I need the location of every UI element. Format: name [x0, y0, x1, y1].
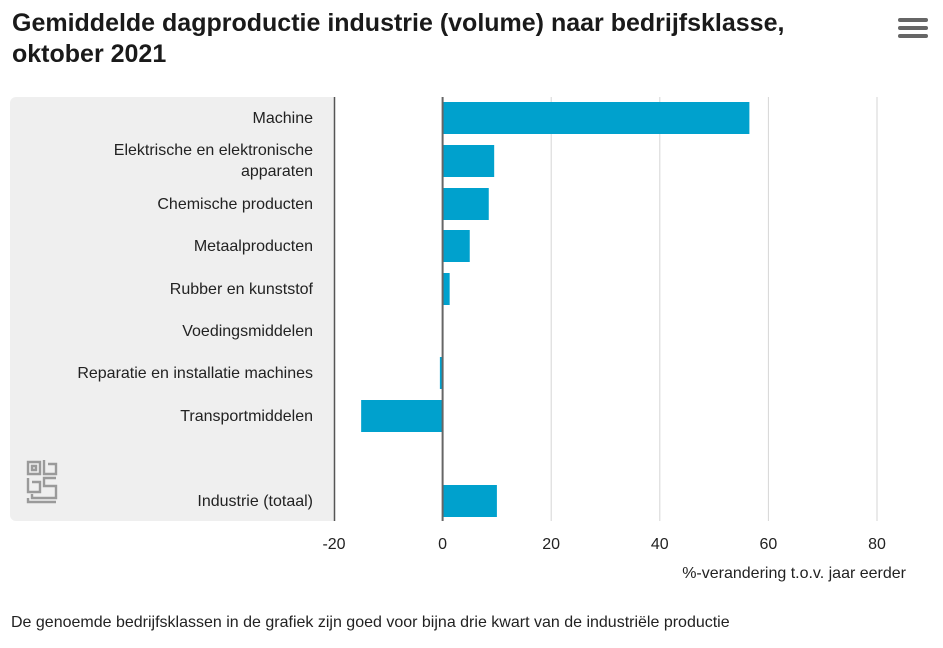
- category-label-6: Reparatie en installatie machines: [77, 364, 313, 382]
- x-tick-label-1: 0: [438, 536, 448, 553]
- bar-9: [442, 485, 497, 517]
- hamburger-menu-icon[interactable]: [898, 18, 928, 42]
- footnote: De genoemde bedrijfsklassen in de grafie…: [11, 614, 730, 631]
- bar-6: [439, 357, 443, 389]
- x-axis-title: %-verandering t.o.v. jaar eerder: [682, 565, 906, 582]
- page-title: Gemiddelde dagproductie industrie (volum…: [12, 9, 785, 68]
- bar-7: [361, 400, 443, 432]
- category-label-7: Transportmiddelen: [180, 407, 313, 425]
- category-label-1: Elektrische en elektronische apparaten: [113, 142, 313, 180]
- category-label-9: Industrie (totaal): [197, 492, 313, 510]
- x-tick-label-4: 60: [759, 536, 778, 553]
- category-label-5: Voedingsmiddelen: [182, 322, 313, 340]
- bar-4: [442, 273, 450, 305]
- bar-0: [442, 102, 750, 134]
- category-label-panel: [10, 97, 334, 521]
- x-tick-label-0: -20: [322, 536, 346, 553]
- category-label-4: Rubber en kunststof: [169, 280, 313, 298]
- x-tick-label-3: 40: [650, 536, 669, 553]
- bar-1: [442, 145, 495, 177]
- x-tick-label-2: 20: [542, 536, 561, 553]
- category-label-3: Metaalproducten: [193, 237, 313, 255]
- category-label-2: Chemische producten: [157, 195, 313, 213]
- cbs-logo-icon: [26, 460, 58, 504]
- bar-2: [442, 188, 489, 220]
- category-label-0: Machine: [252, 109, 313, 127]
- bar-3: [442, 230, 470, 262]
- x-tick-label-5: 80: [868, 536, 886, 553]
